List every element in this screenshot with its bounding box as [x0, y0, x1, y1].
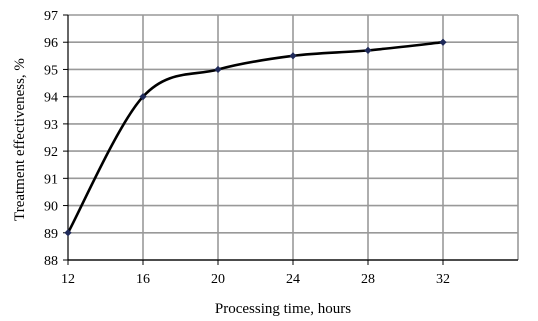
- data-point: [139, 93, 147, 101]
- x-tick-label: 28: [361, 272, 375, 287]
- x-tick-label: 32: [436, 272, 450, 287]
- y-tick-label: 93: [44, 118, 58, 133]
- y-tick-label: 90: [44, 200, 58, 215]
- data-point: [64, 229, 72, 237]
- data-point: [364, 46, 372, 54]
- x-axis-title: Processing time, hours: [215, 301, 351, 317]
- y-tick-label: 89: [44, 227, 58, 242]
- y-tick-label: 92: [44, 145, 58, 160]
- series-line: [66, 40, 445, 235]
- y-tick-label: 91: [44, 172, 58, 187]
- y-tick-label: 94: [44, 91, 58, 106]
- x-tick-label: 16: [136, 272, 150, 287]
- data-point: [289, 52, 297, 60]
- y-tick-label: 95: [44, 63, 58, 78]
- y-tick-label: 88: [44, 254, 58, 269]
- x-tick-label: 24: [286, 272, 300, 287]
- data-point: [214, 65, 222, 74]
- y-tick-label: 97: [44, 9, 58, 24]
- tick-labels: 88 89 90 91 92 93 94 95 96 97 12 16 20 24 28 32: [44, 9, 450, 287]
- y-axis-title: Treatment effectiveness, %: [12, 58, 28, 221]
- axis-layer: [63, 14, 518, 265]
- x-tick-label: 20: [211, 272, 225, 287]
- y-tick-label: 96: [44, 36, 58, 51]
- data-point: [439, 38, 447, 46]
- grid-layer: [68, 14, 519, 261]
- x-tick-label: 12: [61, 272, 75, 287]
- series-layer: [64, 38, 447, 237]
